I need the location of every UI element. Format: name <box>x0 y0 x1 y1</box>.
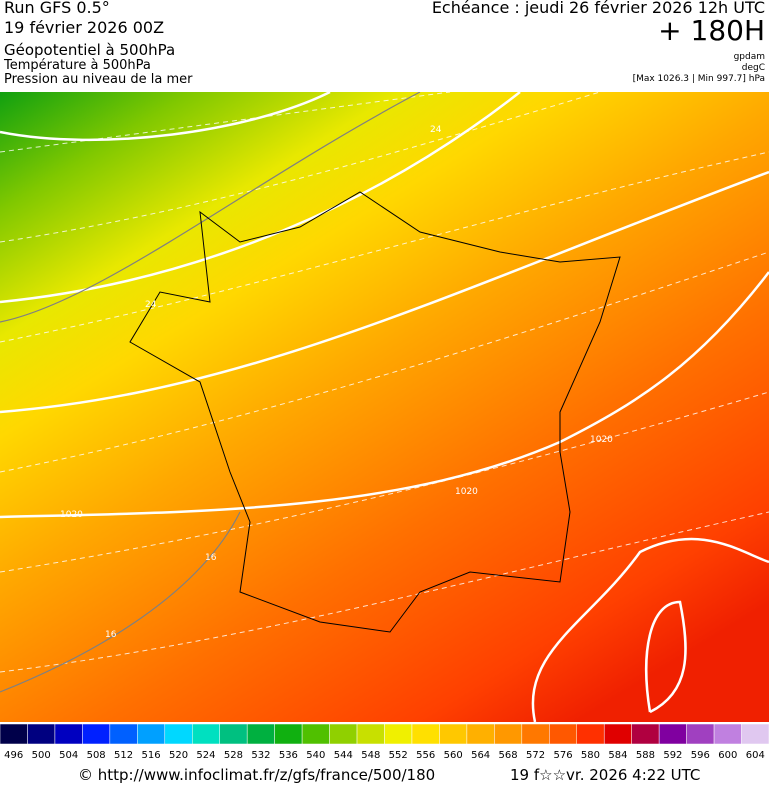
legend-swatch <box>109 724 138 745</box>
legend-swatch <box>603 724 632 745</box>
legend-label: 496 <box>4 750 23 761</box>
contour-label: 1020 <box>590 435 613 445</box>
legend-label: 576 <box>553 750 572 761</box>
legend-label: 524 <box>196 750 215 761</box>
legend-swatch <box>549 724 577 745</box>
legend-swatch <box>246 724 275 745</box>
footer-url: © http://www.infoclimat.fr/z/gfs/france/… <box>78 766 436 784</box>
legend-label: 508 <box>87 750 106 761</box>
legend-swatch <box>219 724 248 745</box>
legend-swatch <box>713 724 742 745</box>
legend-swatch <box>27 724 56 745</box>
legend-label: 560 <box>444 750 463 761</box>
legend-swatch <box>439 724 468 745</box>
legend-label: 592 <box>663 750 682 761</box>
param: Géopotentiel à 500hPa <box>4 41 176 59</box>
legend-swatch <box>741 724 769 745</box>
legend-swatch <box>576 724 605 745</box>
legend-label: 516 <box>142 750 161 761</box>
legend-swatch <box>192 724 220 745</box>
model: Run GFS 0.5° <box>4 0 110 17</box>
offset: + 180H <box>658 14 765 47</box>
legend-label: 548 <box>361 750 380 761</box>
echeance: Echéance : jeudi 26 février 2026 12h UTC <box>431 0 765 17</box>
footer-date: 19 f☆☆vr. 2026 4:22 UTC <box>510 766 701 784</box>
legend-swatch <box>82 724 111 745</box>
legend-label: 500 <box>32 750 51 761</box>
isobars <box>0 92 421 693</box>
legend-swatch <box>274 724 303 745</box>
legend-swatch <box>521 724 550 745</box>
legend-label: 520 <box>169 750 188 761</box>
legend-label: 604 <box>746 750 765 761</box>
legend-swatch <box>0 724 28 745</box>
legend-label: 556 <box>416 750 435 761</box>
legend-swatch <box>411 724 440 745</box>
param: Pression au niveau de la mer <box>4 72 193 87</box>
legend-label: 552 <box>389 750 408 761</box>
legend-swatch <box>466 724 495 745</box>
legend-swatch <box>329 724 358 745</box>
legend-label: 532 <box>251 750 270 761</box>
contour-label: 24 <box>430 125 442 135</box>
contour-label: 16 <box>105 630 117 640</box>
unit: gpdam <box>733 52 765 62</box>
contour-label: 24 <box>145 300 157 310</box>
france-outline <box>129 191 621 633</box>
legend-swatch <box>54 724 83 745</box>
legend-label: 584 <box>608 750 627 761</box>
legend-label: 580 <box>581 750 600 761</box>
legend-label: 528 <box>224 750 243 761</box>
legend-label: 572 <box>526 750 545 761</box>
legend-swatch <box>137 724 166 745</box>
legend-label: 588 <box>636 750 655 761</box>
isohypses <box>0 92 769 722</box>
legend-swatch <box>164 724 193 745</box>
contour-label: 16 <box>205 553 217 563</box>
legend-label: 540 <box>306 750 325 761</box>
legend-label: 536 <box>279 750 298 761</box>
legend-label: 544 <box>334 750 353 761</box>
legend-swatch <box>301 724 330 745</box>
contour-label: 1020 <box>60 510 83 520</box>
legend-label: 600 <box>718 750 737 761</box>
legend-swatch <box>658 724 687 745</box>
map: 24 24 1020 1020 1020 16 16 <box>0 92 769 722</box>
contour-label: 1020 <box>455 487 478 497</box>
legend-label: 564 <box>471 750 490 761</box>
legend: 496 500 504 508 512 516 520 524 528 532 536 540 544 5… <box>0 724 769 761</box>
isotherms <box>0 92 769 673</box>
minmax: [Max 1026.3 | Min 997.7] hPa <box>632 74 765 84</box>
legend-swatch <box>356 724 385 745</box>
unit: degC <box>741 63 765 73</box>
legend-label: 512 <box>114 750 133 761</box>
param: Température à 500hPa <box>4 58 151 73</box>
legend-label: 596 <box>691 750 710 761</box>
legend-label: 504 <box>59 750 78 761</box>
legend-swatch <box>494 724 523 745</box>
field <box>0 92 769 722</box>
legend-swatch <box>384 724 413 745</box>
legend-swatch <box>686 724 715 745</box>
run: 19 février 2026 00Z <box>4 18 165 37</box>
legend-label: 568 <box>499 750 518 761</box>
legend-swatch <box>631 724 660 745</box>
